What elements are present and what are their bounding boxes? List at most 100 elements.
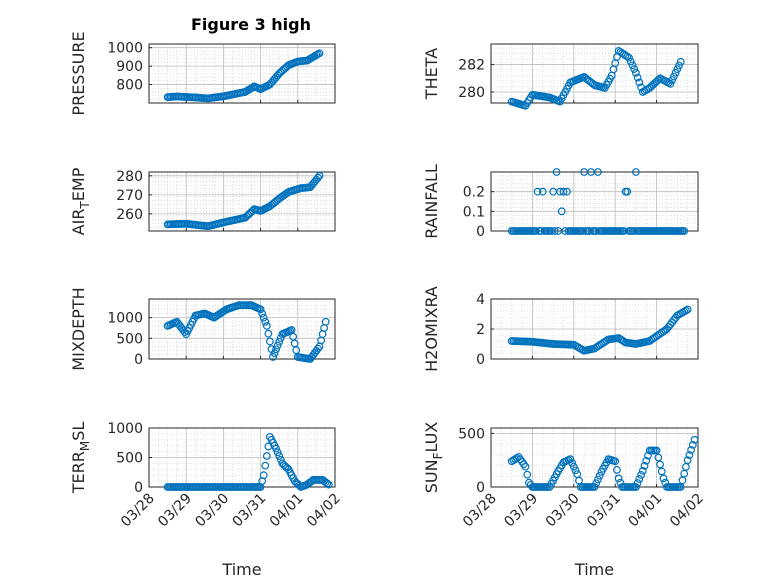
data-point — [637, 471, 645, 479]
data-point — [262, 452, 271, 460]
data-point — [261, 317, 270, 326]
data-point — [264, 329, 273, 338]
data-point — [557, 207, 566, 216]
data-point — [632, 483, 640, 491]
data-point — [259, 313, 268, 322]
data-point — [673, 65, 682, 74]
x-tick-label: 03/29 — [501, 491, 541, 531]
y-tick-label: 1000 — [107, 311, 143, 327]
y-axis-label: SUNFLUX — [422, 422, 445, 494]
y-tick-label: 260 — [116, 207, 143, 223]
data-point — [633, 479, 642, 487]
data-point — [266, 337, 274, 346]
x-tick-label: 03/29 — [155, 491, 195, 531]
y-tick-label: 0.1 — [463, 204, 485, 220]
y-axis-label: H2OMIXRA — [422, 286, 441, 372]
data-point — [512, 454, 521, 462]
data-point — [269, 353, 277, 361]
data-point — [594, 168, 602, 176]
data-point — [626, 57, 635, 66]
data-point — [688, 440, 697, 449]
data-point — [652, 446, 661, 455]
x-tick-label: 03/31 — [230, 491, 270, 531]
data-point — [632, 168, 640, 176]
y-tick-label: 0 — [134, 480, 143, 496]
x-tick-label: 03/30 — [543, 491, 583, 531]
data-point — [625, 53, 633, 62]
data-point — [690, 435, 699, 444]
axes-box — [148, 298, 336, 360]
y-tick-label: 4 — [476, 292, 485, 308]
y-axis-label: MIXDEPTH — [69, 287, 88, 370]
x-tick-label: 03/28 — [460, 491, 500, 531]
data-point — [611, 457, 620, 466]
data-point — [640, 461, 649, 470]
data-point — [550, 227, 559, 235]
y-tick-label: 800 — [116, 78, 143, 94]
y-axis-label: AIRTEMP — [69, 167, 92, 235]
figure-title: Figure 3 high — [191, 15, 311, 34]
y-tick-label: 0.2 — [463, 185, 485, 201]
axes-box — [148, 43, 336, 104]
y-tick-label: 0 — [476, 224, 485, 240]
data-point — [656, 460, 664, 469]
data-point — [273, 448, 282, 457]
plot-area — [491, 172, 698, 231]
data-point — [683, 305, 692, 314]
data-point — [324, 480, 333, 489]
data-point — [628, 61, 637, 70]
data-point — [521, 462, 530, 471]
data-point — [666, 79, 675, 88]
data-point — [623, 187, 632, 196]
y-tick-label: 0 — [134, 352, 143, 368]
y-tick-label: 1000 — [107, 41, 143, 57]
x-axis-label: Time — [221, 560, 261, 579]
data-point — [258, 309, 267, 318]
data-point — [261, 461, 270, 470]
data-point — [654, 453, 663, 462]
data-point — [256, 305, 265, 314]
data-point — [590, 483, 599, 491]
data-point — [559, 187, 568, 196]
y-tick-label: 2 — [476, 322, 485, 338]
y-axis-label: RAINFALL — [422, 164, 441, 239]
data-point — [671, 68, 680, 77]
data-point — [272, 444, 281, 453]
data-point — [323, 479, 332, 488]
y-tick-label: 282 — [458, 58, 485, 74]
y-tick-label: 0 — [476, 352, 485, 368]
data-point — [275, 337, 284, 346]
data-point — [275, 452, 284, 460]
data-point — [533, 187, 542, 196]
data-point — [314, 344, 322, 353]
y-tick-label: 1000 — [107, 421, 143, 437]
data-point — [523, 470, 532, 479]
data-point — [594, 475, 602, 484]
y-tick-label: 280 — [458, 85, 485, 101]
data-point — [638, 467, 647, 475]
y-tick-label: 500 — [116, 451, 143, 467]
data-point — [613, 465, 621, 474]
y-tick-label: 0 — [476, 480, 485, 496]
data-point — [657, 467, 666, 476]
data-point — [635, 475, 644, 483]
data-point — [680, 227, 689, 235]
x-tick-label: 04/02 — [304, 491, 344, 531]
x-axis-label: Time — [574, 560, 614, 579]
x-tick-label: 03/30 — [192, 491, 232, 531]
y-tick-label: 280 — [116, 169, 143, 185]
axes-box — [148, 171, 336, 232]
data-point — [563, 187, 571, 196]
y-tick-label: 500 — [116, 331, 143, 347]
y-axis-label: PRESSURE — [69, 31, 88, 115]
data-point — [633, 73, 642, 82]
data-point — [321, 317, 330, 326]
data-point — [685, 451, 694, 459]
data-point — [592, 479, 601, 488]
x-tick-label: 03/31 — [584, 491, 624, 531]
data-point — [619, 337, 628, 346]
data-point — [273, 341, 282, 350]
x-tick-label: 04/02 — [667, 491, 707, 531]
y-tick-label: 500 — [458, 426, 485, 442]
